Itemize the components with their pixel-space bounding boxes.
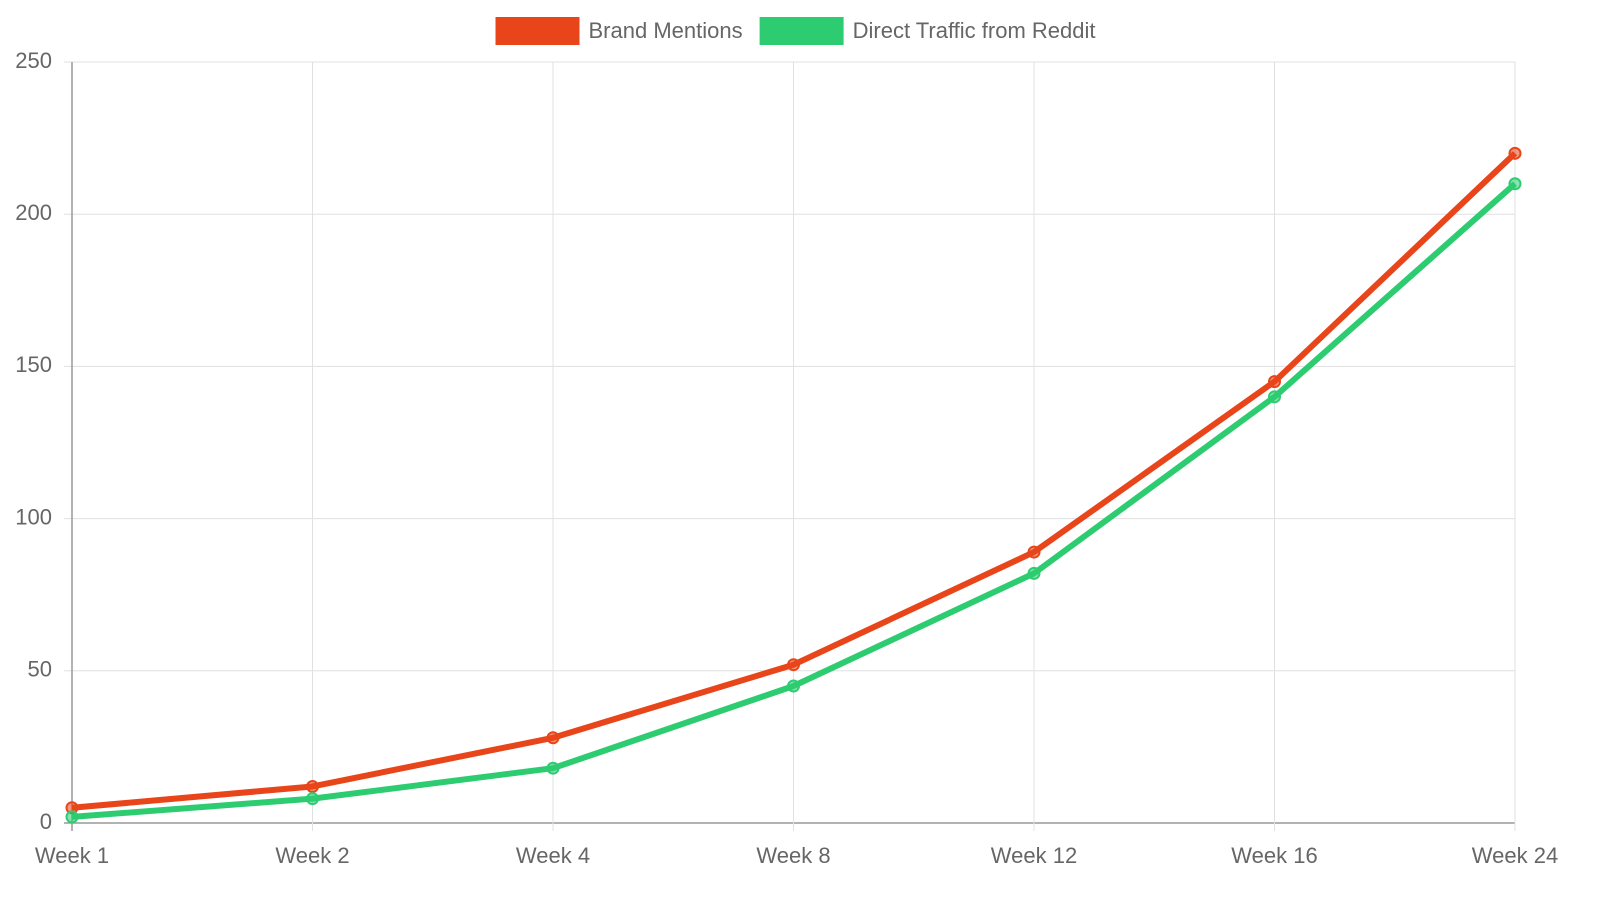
y-tick-label: 100 — [15, 504, 52, 529]
data-point — [787, 679, 800, 693]
y-tick-label: 150 — [15, 352, 52, 377]
data-point — [1508, 177, 1522, 191]
legend-label: Direct Traffic from Reddit — [853, 18, 1096, 43]
legend-swatch — [495, 17, 580, 45]
x-tick-label: Week 2 — [275, 843, 349, 868]
x-tick-label: Week 1 — [35, 843, 109, 868]
x-tick-label: Week 4 — [516, 843, 590, 868]
data-point — [306, 792, 319, 806]
y-tick-label: 200 — [15, 200, 52, 225]
data-point — [546, 731, 560, 745]
data-point — [1508, 146, 1522, 160]
x-tick-label: Week 8 — [756, 843, 830, 868]
data-point — [306, 779, 319, 793]
legend-label: Brand Mentions — [589, 18, 743, 43]
data-point — [1268, 390, 1281, 404]
data-point — [1027, 566, 1041, 580]
data-point — [1268, 375, 1281, 389]
legend-swatch — [759, 17, 844, 45]
data-point — [546, 761, 560, 775]
x-tick-label: Week 24 — [1472, 843, 1558, 868]
x-tick-label: Week 12 — [991, 843, 1077, 868]
data-point — [65, 810, 79, 824]
y-tick-label: 50 — [28, 657, 52, 682]
data-point — [1027, 545, 1041, 559]
y-tick-label: 0 — [40, 809, 52, 834]
y-tick-label: 250 — [15, 48, 52, 73]
legend: Brand Mentions Direct Traffic from Reddit — [495, 17, 1096, 45]
data-point — [787, 658, 800, 672]
x-tick-label: Week 16 — [1231, 843, 1317, 868]
